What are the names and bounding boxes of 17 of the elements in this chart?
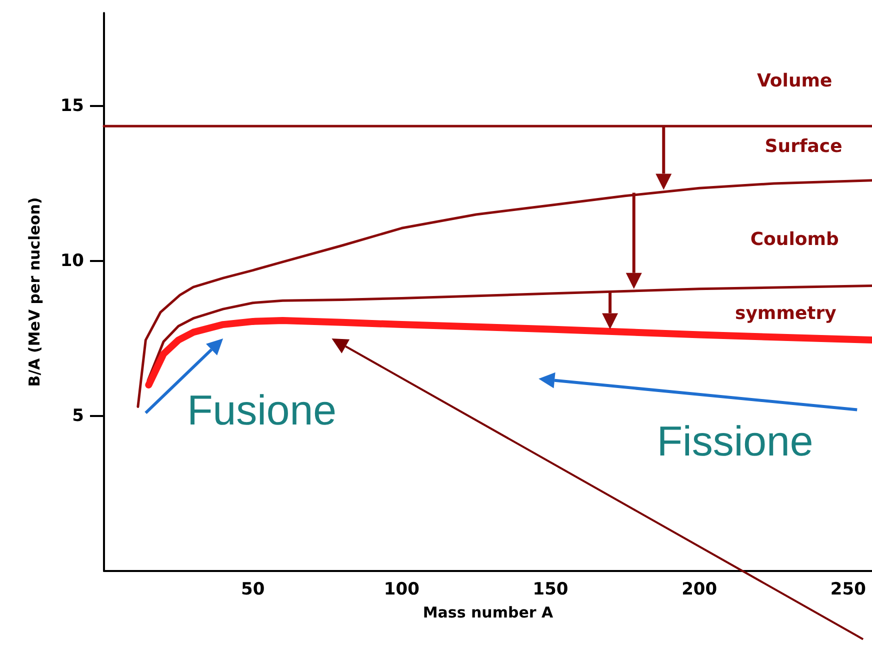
x-tick-label: 200 xyxy=(682,580,718,600)
annotation: symmetry xyxy=(734,303,837,324)
annotation: Fissione xyxy=(656,417,814,464)
y-tick-label: 10 xyxy=(60,251,84,271)
line-series xyxy=(146,284,872,382)
x-tick-label: 150 xyxy=(532,580,568,600)
y-tick-label: 5 xyxy=(72,406,84,426)
annotation: Fusione xyxy=(187,386,336,434)
y-tick-label: 15 xyxy=(60,96,84,116)
x-tick-label: 50 xyxy=(241,580,265,600)
x-axis-title: Mass number A xyxy=(422,604,554,622)
annotation: Surface xyxy=(764,136,842,157)
annotation: Volume xyxy=(756,70,832,92)
x-tick-label: 100 xyxy=(384,580,420,600)
annotation: Coulomb xyxy=(750,228,839,250)
x-tick-label: 250 xyxy=(830,580,866,600)
y-axis-title: B/A (MeV per nucleon) xyxy=(26,197,44,387)
